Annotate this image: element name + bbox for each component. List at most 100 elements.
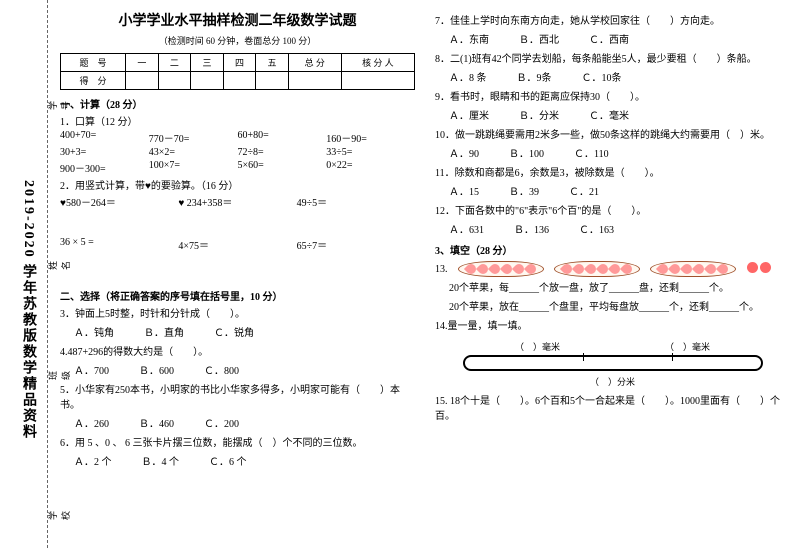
q4b: Ｂ．600 [139, 362, 174, 377]
ruler-bar [463, 355, 763, 371]
q7c: Ｃ．西南 [589, 31, 629, 46]
q12: 12．下面各数中的"6"表示"6个百"的是（ ）。 [435, 204, 790, 219]
section-2-title: 二、选择（将正确答案的序号填在括号里，10 分） [60, 288, 415, 303]
calc-2a: 30+3= [60, 147, 149, 158]
q11b: Ｂ．39 [509, 183, 539, 198]
calc-3c: 5×60= [238, 160, 327, 175]
calc-4c: 49÷5＝ [297, 194, 415, 209]
q11c: Ｃ．21 [569, 183, 599, 198]
q13a: 20个苹果，每______个放一盘，放了______盘，还剩______个。 [449, 281, 790, 296]
th-5: 五 [256, 54, 289, 72]
q3: 3．钟面上5时整，时针和分针成（ ）。 [60, 307, 415, 322]
mm2-label: （ ）毫米 [665, 340, 710, 353]
q11a: Ａ．15 [449, 183, 479, 198]
q9b: Ｂ．分米 [519, 107, 559, 122]
q3a: Ａ．钝角 [74, 324, 114, 339]
th-num: 题 号 [61, 54, 126, 72]
q11: 11．除数和商都是6，余数是3，被除数是（ ）。 [435, 166, 790, 181]
q7-opts: Ａ．东南 Ｂ．西北 Ｃ．西南 [449, 31, 790, 46]
calc-row-3: 900－300= 100×7= 5×60= 0×22= [60, 160, 415, 175]
q9-opts: Ａ．厘米 Ｂ．分米 Ｃ．毫米 [449, 107, 790, 122]
th-4: 四 [223, 54, 256, 72]
plate-3 [650, 261, 736, 277]
calc-3a: 900－300= [60, 160, 149, 175]
section-3-title: 3、填空（28 分） [435, 242, 790, 257]
exam-title: 小学学业水平抽样检测二年级数学试题 [60, 10, 415, 30]
s1-p2: 2．用竖式计算，带♥的要验算。（16 分） [60, 177, 415, 192]
q6: 6．用 5 、0 、 6 三张卡片摆三位数，能摆成（ ）个不同的三位数。 [60, 436, 415, 451]
extra-apples [746, 262, 772, 276]
q4-opts: Ａ．700 Ｂ．600 Ｃ．800 [74, 362, 415, 377]
q10-opts: Ａ．90 Ｂ．100 Ｃ．110 [449, 145, 790, 160]
calc-row-2: 30+3= 43×2= 72÷8= 33÷5= [60, 147, 415, 158]
calc-row-5: 36 × 5 = 4×75＝ 65÷7＝ [60, 237, 415, 252]
q4: 4.487+296的得数大约是（ ）。 [60, 345, 415, 360]
q7b: Ｂ．西北 [519, 31, 559, 46]
calc-row-1: 400+70= 770－70= 60+80= 160－90= [60, 130, 415, 145]
label-school: 学校 [46, 511, 72, 520]
q9a: Ａ．厘米 [449, 107, 489, 122]
q8-opts: Ａ．8 条 Ｂ．9条 Ｃ．10条 [449, 69, 790, 84]
calc-1c: 60+80= [238, 130, 327, 145]
calc-1b: 770－70= [149, 130, 238, 145]
q6a: Ａ．2 个 [74, 453, 112, 468]
page-content: 小学学业水平抽样检测二年级数学试题 （检测时间 60 分钟，卷面总分 100 分… [60, 10, 790, 474]
q10: 10．做一跳跳绳要需用2米多一些，做50条这样的跳绳大约需要用（ ）米。 [435, 128, 790, 143]
exam-subtitle: （检测时间 60 分钟，卷面总分 100 分） [60, 34, 415, 47]
q10c: Ｃ．110 [574, 145, 609, 160]
q8b: Ｂ．9条 [517, 69, 552, 84]
ruler-diagram: （ ）毫米 （ ）毫米 （ ）分米 [435, 340, 790, 388]
calc-1a: 400+70= [60, 130, 149, 145]
calc-row-4: ♥580－264＝ ♥ 234+358＝ 49÷5＝ [60, 194, 415, 209]
q8c: Ｃ．10条 [582, 69, 622, 84]
q6b: Ｂ．4 个 [142, 453, 180, 468]
q14: 14.量一量，填一填。 [435, 319, 790, 334]
th-3: 三 [191, 54, 224, 72]
dm-label: （ ）分米 [435, 375, 790, 388]
q3-opts: Ａ．钝角 Ｂ．直角 Ｃ．锐角 [74, 324, 415, 339]
calc-3d: 0×22= [326, 160, 415, 175]
q11-opts: Ａ．15 Ｂ．39 Ｃ．21 [449, 183, 790, 198]
score-table: 题 号 一 二 三 四 五 总 分 核 分 人 得 分 [60, 53, 415, 90]
q5c: Ｃ．200 [204, 415, 239, 430]
th-total: 总 分 [288, 54, 341, 72]
q3b: Ｂ．直角 [144, 324, 184, 339]
q12-opts: Ａ．631 Ｂ．136 Ｃ．163 [449, 221, 790, 236]
q8a: Ａ．8 条 [449, 69, 487, 84]
q5: 5．小华家有250本书，小明家的书比小华家多得多，小明家可能有（ ）本书。 [60, 383, 415, 413]
calc-2d: 33÷5= [326, 147, 415, 158]
calc-5c: 65÷7＝ [297, 237, 415, 252]
calc-5b: 4×75＝ [178, 237, 296, 252]
q10a: Ａ．90 [449, 145, 479, 160]
plate-1 [458, 261, 544, 277]
plate-2 [554, 261, 640, 277]
q6c: Ｃ．6 个 [209, 453, 247, 468]
calc-4b: ♥ 234+358＝ [178, 194, 296, 209]
sidebar-main-label: 2019-2020 学年苏教版数学精品资料 [18, 180, 38, 440]
calc-2b: 43×2= [149, 147, 238, 158]
q12b: Ｂ．136 [514, 221, 549, 236]
q12a: Ａ．631 [449, 221, 484, 236]
q10b: Ｂ．100 [509, 145, 544, 160]
s1-p1: 1．口算（12 分） [60, 113, 415, 128]
q13-label: 13. [435, 264, 448, 275]
q5b: Ｂ．460 [139, 415, 174, 430]
q4a: Ａ．700 [74, 362, 109, 377]
right-column: 7．佳佳上学时向东南方向走，她从学校回家往（ ）方向走。 Ａ．东南 Ｂ．西北 Ｃ… [435, 10, 790, 474]
binding-sidebar: 2019-2020 学年苏教版数学精品资料 学校 班级 姓名 学号 [8, 0, 48, 548]
section-1-title: 一、计算（28 分） [60, 96, 415, 111]
q9: 9．看书时，眼睛和书的距离应保持30（ ）。 [435, 90, 790, 105]
q8: 8．二(1)班有42个同学去划船，每条船能坐5人，最少要租（ ）条船。 [435, 52, 790, 67]
q9c: Ｃ．毫米 [589, 107, 629, 122]
calc-2c: 72÷8= [238, 147, 327, 158]
th-score: 得 分 [61, 72, 126, 90]
calc-5a: 36 × 5 = [60, 237, 178, 252]
calc-4a: ♥580－264＝ [60, 194, 178, 209]
q5a: Ａ．260 [74, 415, 109, 430]
q4c: Ｃ．800 [204, 362, 239, 377]
calc-3b: 100×7= [149, 160, 238, 175]
th-2: 二 [158, 54, 191, 72]
q13b: 20个苹果，放在______个盘里，平均每盘放______个，还剩______个… [449, 300, 790, 315]
q7: 7．佳佳上学时向东南方向走，她从学校回家往（ ）方向走。 [435, 14, 790, 29]
fruit-illustration: 13. [435, 261, 790, 277]
